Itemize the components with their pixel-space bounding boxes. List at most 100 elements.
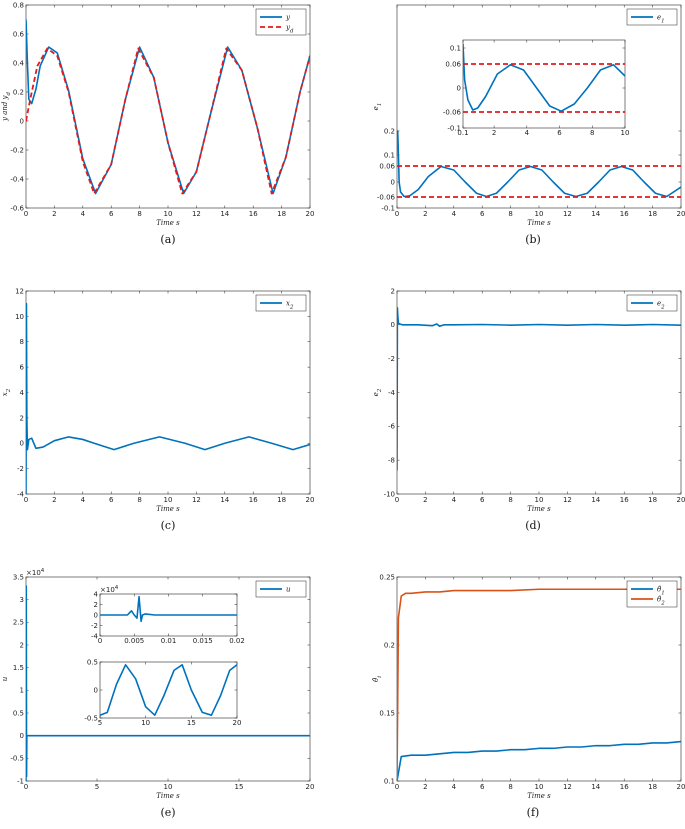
x-tick-label: 5 [95,783,99,791]
legend-label: θ̂1 [657,585,665,597]
x-tick-label: 4 [452,783,457,791]
x-tick-label: 14 [220,210,229,218]
y-tick-label: -10 [384,490,395,498]
x-tick-label: 0 [395,496,399,504]
x-tick-label: 6 [480,496,485,504]
x-axis-label: Time s [527,219,551,227]
inset-x-tick-label: 5 [98,719,102,727]
x-tick-label: 20 [306,210,315,218]
panel-f: 0 2 4 6 8 10 12 14 16 18 20 0.1 0.15 0.2 0.25 Time s θ̂i… [371,573,685,819]
x-tick-label: 2 [423,496,427,504]
y-tick-label: -0.4 [10,175,24,183]
y-tick-label: -4 [388,389,396,397]
y-tick-label: 2 [391,287,395,295]
series-line-u [26,585,310,781]
x-tick-label: 4 [452,210,457,218]
y-tick-label: -0.06 [377,193,396,201]
y-tick-label: 2 [20,641,24,649]
legend: e2 [626,294,678,312]
y-tick-label: 0 [391,321,395,329]
x-tick-label: 10 [164,496,173,504]
y-tick-label: 0.1 [384,777,395,785]
inset-series-line-0 [100,595,237,623]
y-axis-label: x2 [1,388,12,396]
y-tick-label: 3.5 [13,573,24,581]
y-tick-label: 2 [20,414,24,422]
y-tick-label: 10 [15,313,24,321]
inset-x-tick-label: 0.015 [193,637,213,645]
y-tick-label: 6 [20,364,25,372]
series-line-yd [26,47,310,195]
inset-y-tick-label: -2 [91,622,98,630]
y-tick-label: 12 [15,287,24,295]
legend-label: yd [285,24,294,35]
series-line-2 [397,588,681,781]
x-tick-label: 16 [249,210,258,218]
y-tick-label: 0 [20,440,24,448]
x-tick-label: 14 [591,496,600,504]
x-tick-label: 0 [24,783,28,791]
x-tick-label: 20 [306,496,315,504]
y-tick-label: 2.5 [13,619,24,627]
inset-y-tick-label: -0.5 [84,714,98,722]
inset-x-tick-label: 0 [98,637,102,645]
y-tick-label: 0.2 [384,127,395,135]
panel-b: 0 2 4 6 8 10 12 14 16 18 20-0.1-0.0600.060.10.2Tim… [372,4,685,246]
x-tick-label: 10 [535,783,544,791]
y-axis-label: θ̂i [371,676,383,682]
y-tick-label: 0 [20,117,24,125]
x-axis-label: Time s [527,792,551,800]
y-tick-label: 0.2 [384,641,395,649]
panel-caption: (e) [160,806,175,819]
panel-caption: (a) [160,233,175,246]
inset-x-tick-label: 8 [590,129,594,137]
inset-x-tick-label: 10 [141,719,150,727]
x-tick-label: 12 [192,496,201,504]
y-tick-label: 8 [20,338,24,346]
x-axis-label: Time s [527,505,551,513]
legend: e1 [626,8,678,26]
y-tick-label: -8 [388,457,395,465]
inset-y-tick-label: 4 [94,590,99,598]
panel-caption: (d) [525,519,541,532]
x-tick-label: 14 [591,210,600,218]
x-tick-label: 4 [81,210,86,218]
inset-x-tick-label: 2 [492,129,496,137]
y-tick-label: -2 [17,465,24,473]
x-tick-label: 0 [395,783,399,791]
inset-series-line-0 [463,43,625,112]
y-tick-label: -6 [388,423,396,431]
x-tick-label: 0 [24,210,28,218]
x-tick-label: 16 [249,496,258,504]
legend-label: y [285,14,291,22]
panel-caption: (c) [161,519,176,532]
inset-y-multiplier: ×104 [100,585,119,594]
x-tick-label: 4 [452,496,457,504]
y-tick-label: 0 [391,178,395,186]
x-tick-label: 2 [52,210,56,218]
y-tick-label: -1 [17,777,24,785]
legend-label: x2 [286,300,294,311]
series-line-x2 [26,302,310,494]
x-tick-label: 10 [535,496,544,504]
legend-label: u [286,586,291,594]
axes-box [396,290,682,495]
y-tick-label: -0.5 [10,755,24,763]
x-tick-label: 8 [508,210,512,218]
panel-c: 0 2 4 6 8 10 12 14 16 18 20 -4 -2 0 2 4 6 8 10 12 Time s x2 x2… [1,287,314,532]
x-tick-label: 12 [563,783,572,791]
x-tick-label: 2 [423,210,427,218]
series-line-e2 [397,307,681,471]
y-tick-label: 0.5 [13,709,24,717]
legend: y yd [255,8,307,36]
x-tick-label: 20 [677,496,685,504]
x-tick-label: 15 [235,783,244,791]
y-tick-label: 0.8 [13,1,24,9]
x-tick-label: 6 [109,496,114,504]
x-tick-label: 0 [395,210,399,218]
y-axis-label: e1 [372,103,383,111]
x-tick-label: 8 [508,496,512,504]
legend-box [626,580,678,608]
